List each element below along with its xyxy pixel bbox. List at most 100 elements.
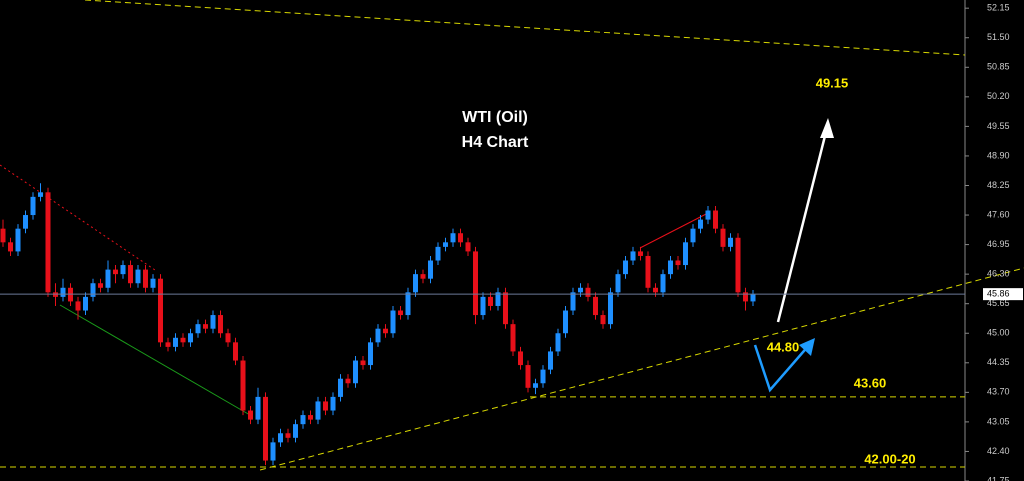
candle-body — [300, 415, 306, 425]
channel-line — [59, 304, 251, 416]
candle-body — [510, 324, 516, 352]
candle-body — [473, 251, 478, 316]
chart-subtitle: H4 Chart — [462, 134, 529, 151]
candle-body — [83, 296, 88, 311]
arrow — [776, 123, 830, 323]
candles — [0, 183, 756, 466]
candle-body — [713, 210, 718, 229]
candle-body — [255, 396, 261, 420]
candle-body — [150, 278, 156, 288]
candle-body — [278, 433, 283, 443]
candle-body — [345, 378, 351, 384]
annotation: 42.00-20 — [864, 451, 915, 466]
candle-body — [638, 251, 643, 256]
candle-body — [578, 287, 583, 293]
candle-body — [135, 269, 141, 284]
candle-body — [263, 396, 268, 461]
arrow-head — [820, 118, 834, 138]
candle-body — [503, 292, 508, 325]
candle-body — [645, 255, 651, 288]
y-tick-label: 41.75 — [987, 475, 1010, 481]
candle-body — [248, 410, 253, 420]
candle-body — [330, 396, 336, 411]
candle-body — [30, 196, 36, 216]
candle-body — [465, 242, 471, 252]
candle-body — [90, 283, 96, 297]
y-tick-label: 48.25 — [987, 180, 1010, 190]
candle-body — [533, 383, 538, 388]
y-tick-label: 50.85 — [987, 62, 1010, 72]
candle-body — [750, 294, 756, 302]
candle-body — [15, 228, 21, 252]
candle-body — [128, 265, 133, 284]
candle-body — [495, 292, 501, 306]
candle-body — [593, 296, 598, 316]
y-tick-label: 47.60 — [987, 209, 1010, 219]
candle-body — [360, 360, 366, 366]
channel-line — [639, 211, 711, 249]
candle-body — [315, 401, 321, 420]
y-tick-label: 44.35 — [987, 357, 1010, 367]
candle-body — [180, 337, 186, 343]
y-tick-label: 46.95 — [987, 239, 1010, 249]
candle-body — [98, 283, 103, 288]
candle-body — [705, 210, 711, 220]
candle-body — [563, 310, 568, 334]
y-tick-label: 45.65 — [987, 298, 1010, 308]
candle-body — [233, 342, 238, 361]
candle-body — [623, 260, 628, 275]
candle-body — [218, 315, 223, 334]
candle-body — [735, 237, 741, 293]
candle-body — [653, 287, 658, 293]
arrow — [753, 343, 811, 393]
candle-body — [203, 324, 208, 329]
candle-body — [293, 424, 298, 438]
candle-body — [75, 301, 81, 311]
candle-body — [728, 237, 733, 247]
candle-body — [600, 315, 606, 325]
candle-body — [668, 260, 673, 275]
channel-line — [0, 164, 156, 271]
candle-body — [548, 351, 553, 370]
candle-body — [555, 333, 561, 352]
candle-body — [585, 287, 591, 297]
y-tick-label: 42.40 — [987, 446, 1010, 456]
candle-body — [675, 260, 681, 266]
candle-body — [113, 269, 118, 275]
candle-body — [188, 333, 193, 343]
candle-body — [23, 215, 28, 229]
y-tick-label: 46.30 — [987, 269, 1010, 279]
candle-body — [210, 315, 216, 329]
y-tick-label: 51.50 — [987, 32, 1010, 42]
candle-body — [38, 192, 43, 197]
candle-body — [518, 351, 523, 366]
candle-body — [458, 233, 463, 243]
annotation: 49.15 — [816, 75, 849, 90]
candle-body — [698, 219, 703, 229]
candle-body — [690, 228, 696, 243]
candle-body — [630, 251, 636, 261]
candle-body — [413, 274, 418, 293]
y-tick-label: 49.55 — [987, 121, 1010, 131]
candle-body — [323, 401, 328, 411]
candle-body — [540, 369, 546, 384]
candle-body — [308, 415, 313, 420]
candle-body — [398, 310, 403, 316]
candle-body — [443, 242, 448, 247]
candle-body — [743, 292, 748, 302]
candle-body — [143, 269, 148, 288]
y-tick-label: 48.90 — [987, 150, 1010, 160]
candle-body — [225, 333, 231, 343]
candle-body — [195, 324, 201, 334]
candle-body — [570, 292, 576, 311]
candle-body — [240, 360, 246, 411]
y-tick-label: 52.15 — [987, 3, 1010, 13]
candle-body — [615, 274, 621, 293]
candle-body — [525, 365, 531, 388]
candle-body — [480, 296, 486, 316]
candle-body — [720, 228, 726, 247]
arrow-head — [799, 338, 815, 356]
